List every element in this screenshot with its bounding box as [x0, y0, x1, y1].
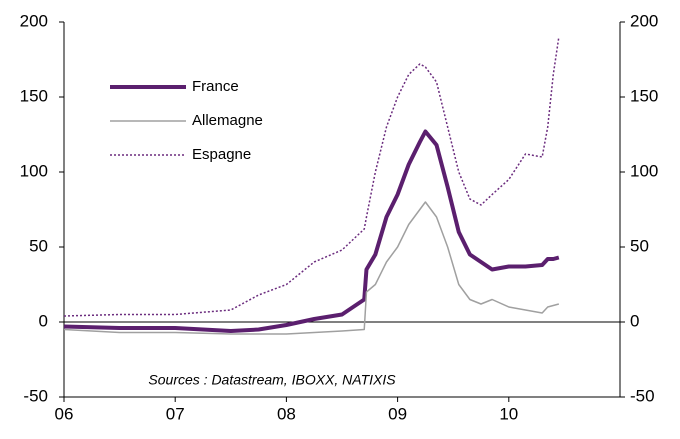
- line-series: [63, 36, 560, 317]
- x-tick-label: 10: [499, 404, 518, 423]
- legend-label: Allemagne: [192, 112, 263, 129]
- y-tick-label: 50: [29, 236, 48, 255]
- y-tick-label: -50: [23, 386, 48, 405]
- legend-label: Espagne: [192, 146, 251, 163]
- y2-tick-label: 50: [630, 236, 649, 255]
- y2-tick-label: 100: [630, 161, 658, 180]
- y-tick-label: 0: [39, 311, 48, 330]
- y2-tick-label: 0: [630, 311, 639, 330]
- x-tick-label: 06: [55, 404, 74, 423]
- x-tick-label: 07: [166, 404, 185, 423]
- legend-label: France: [192, 78, 239, 95]
- y-tick-label: 100: [20, 161, 48, 180]
- x-tick-label: 08: [277, 404, 296, 423]
- y2-tick-label: -50: [630, 386, 655, 405]
- line-series: [63, 129, 560, 333]
- line-series: [63, 201, 560, 335]
- y-tick-label: 200: [20, 11, 48, 30]
- y2-tick-label: 200: [630, 11, 658, 30]
- y-tick-label: 150: [20, 86, 48, 105]
- annotation: Sources : Datastream, IBOXX, NATIXIS: [148, 372, 396, 388]
- y2-tick-label: 150: [630, 86, 658, 105]
- x-tick-label: 09: [388, 404, 407, 423]
